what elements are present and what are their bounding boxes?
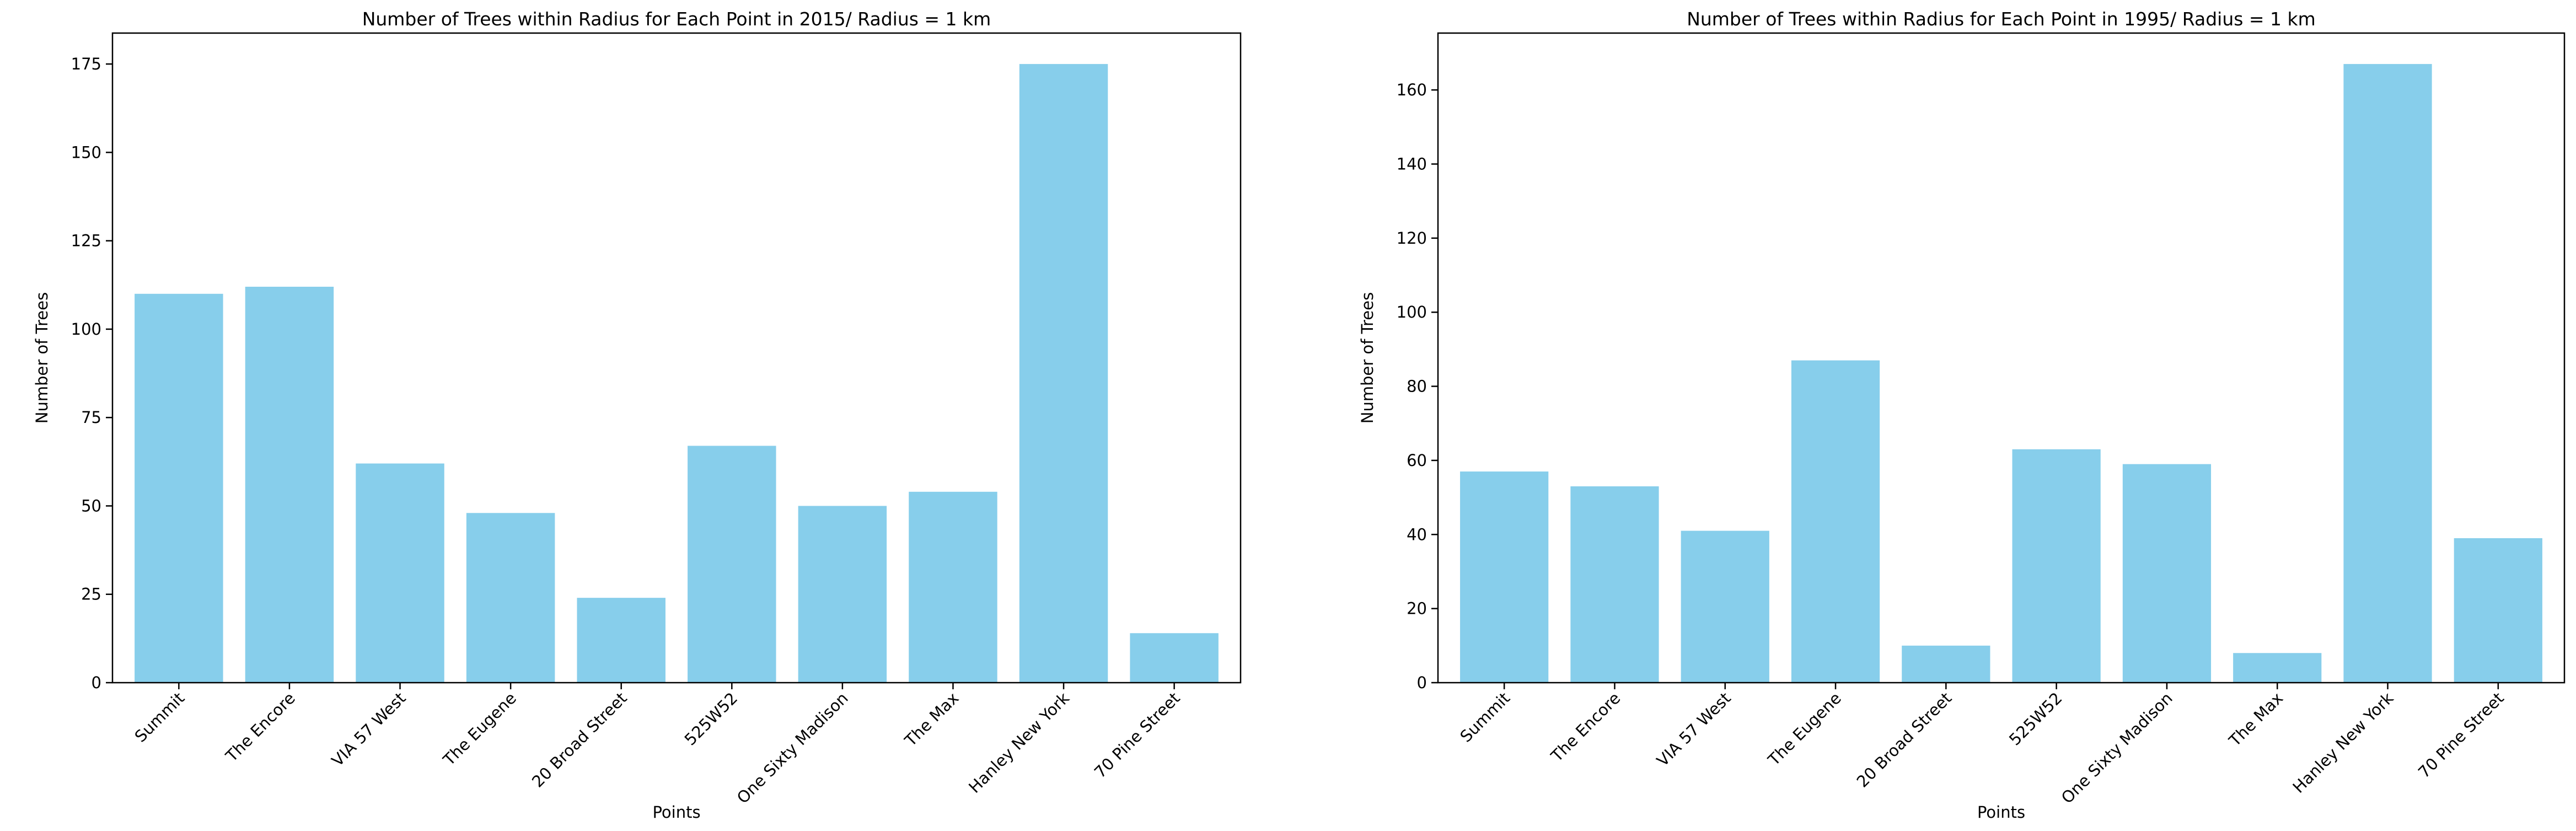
axes-frame (1437, 32, 2566, 684)
bar (2122, 464, 2212, 683)
x-tick-label: 70 Pine Street (1091, 689, 1184, 782)
bar (1791, 360, 1880, 683)
y-tick-label: 100 (1397, 303, 1427, 321)
y-tick-label: 0 (1417, 673, 1427, 692)
x-tick-label: Summit (1456, 689, 1514, 746)
bar (1130, 633, 1219, 683)
y-tick-label: 40 (1407, 525, 1427, 544)
y-ticks: 0 25 50 75 100 125 150 175 (71, 55, 112, 692)
y-tick-label: 25 (81, 585, 101, 604)
y-tick-label: 0 (92, 673, 101, 692)
x-tick-label: The Eugene (439, 689, 520, 770)
x-tick-label: The Eugene (1764, 689, 1845, 770)
y-tick-label: 80 (1407, 377, 1427, 396)
y-tick-label: 20 (1407, 599, 1427, 618)
bar (1460, 471, 1549, 683)
x-axis-label: Points (1977, 803, 2025, 822)
x-tick-label: Summit (131, 689, 189, 746)
y-axis-label: Number of Trees (33, 292, 51, 423)
y-tick-label: 175 (71, 55, 101, 73)
chart-1995: Number of Trees within Radius for Each P… (1358, 8, 2566, 822)
y-tick-label: 50 (81, 496, 101, 515)
chart-title: Number of Trees within Radius for Each P… (362, 8, 991, 30)
bars (1460, 64, 2542, 683)
x-ticks: Summit The Encore VIA 57 West The Eugene 20 … (1456, 683, 2508, 807)
bar (1019, 64, 1108, 683)
x-tick-label: 525W52 (2005, 689, 2066, 749)
bar (2454, 538, 2542, 683)
x-tick-label: 525W52 (681, 689, 742, 749)
x-tick-label: 20 Broad Street (528, 689, 631, 791)
x-tick-label: 20 Broad Street (1853, 689, 1956, 791)
bar (1570, 486, 1659, 683)
x-tick-label: One Sixty Madison (733, 689, 852, 807)
bar (2012, 449, 2101, 683)
x-tick-label: The Max (2225, 689, 2287, 750)
bar (2343, 64, 2432, 683)
bar (1681, 530, 1769, 683)
chart-title: Number of Trees within Radius for Each P… (1687, 8, 2316, 30)
axes-frame (111, 32, 1242, 684)
y-ticks: 0 20 40 60 80 100 120 140 160 (1397, 81, 1438, 692)
bar (909, 491, 997, 683)
bar (135, 293, 223, 683)
chart-2015: Number of Trees within Radius for Each P… (33, 8, 1242, 822)
y-axis-label: Number of Trees (1358, 292, 1377, 423)
x-tick-label: VIA 57 West (1653, 689, 1735, 770)
x-tick-label: The Max (901, 689, 963, 750)
y-tick-label: 100 (71, 320, 101, 339)
x-axis-label: Points (652, 803, 700, 822)
x-tick-label: One Sixty Madison (2058, 689, 2176, 807)
bar (356, 463, 444, 683)
x-ticks: Summit The Encore VIA 57 West The Eugene 20 … (131, 683, 1184, 807)
y-tick-label: 125 (71, 232, 101, 250)
x-tick-label: The Encore (1547, 689, 1624, 766)
x-tick-label: 70 Pine Street (2414, 689, 2508, 782)
x-tick-label: Hanley New York (2289, 689, 2397, 797)
bars (135, 64, 1219, 683)
y-tick-label: 150 (71, 143, 101, 162)
bar (688, 446, 776, 683)
x-tick-label: The Encore (222, 689, 299, 766)
y-tick-label: 140 (1397, 154, 1427, 173)
bar (798, 506, 887, 683)
y-tick-label: 120 (1397, 229, 1427, 248)
x-tick-label: VIA 57 West (328, 689, 410, 770)
bar (577, 598, 666, 683)
y-tick-label: 160 (1397, 81, 1427, 99)
bar (466, 513, 555, 683)
bar (2233, 653, 2322, 683)
bar (245, 286, 334, 683)
x-tick-label: Hanley New York (965, 689, 1073, 797)
y-tick-label: 60 (1407, 451, 1427, 470)
bar (1902, 645, 1990, 683)
y-tick-label: 75 (81, 408, 101, 427)
